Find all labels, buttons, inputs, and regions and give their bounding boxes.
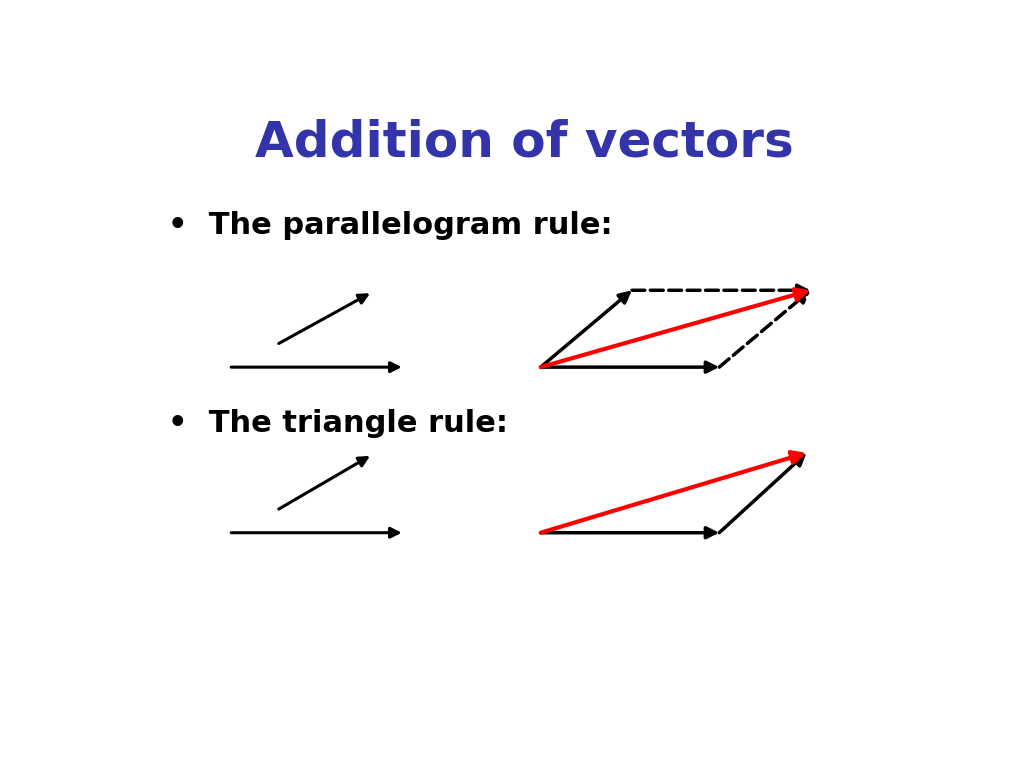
Text: •  The triangle rule:: • The triangle rule:: [168, 409, 508, 438]
Text: •  The parallelogram rule:: • The parallelogram rule:: [168, 210, 612, 240]
Text: Addition of vectors: Addition of vectors: [255, 118, 795, 167]
